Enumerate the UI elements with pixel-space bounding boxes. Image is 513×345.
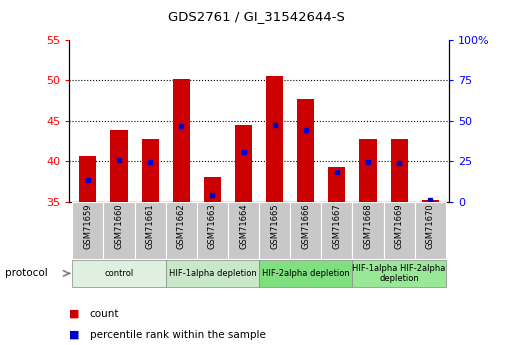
Bar: [422, 200, 439, 202]
Bar: [352, 260, 446, 287]
Text: ■: ■: [69, 330, 80, 339]
Bar: [297, 99, 314, 202]
Text: GSM71662: GSM71662: [177, 204, 186, 249]
Bar: [290, 202, 321, 259]
Bar: [204, 177, 221, 202]
Text: ■: ■: [69, 309, 80, 319]
Bar: [110, 130, 128, 202]
Bar: [142, 139, 159, 202]
Bar: [360, 139, 377, 202]
Text: percentile rank within the sample: percentile rank within the sample: [90, 330, 266, 339]
Text: GDS2761 / GI_31542644-S: GDS2761 / GI_31542644-S: [168, 10, 345, 23]
Bar: [228, 202, 259, 259]
Bar: [72, 202, 104, 259]
Bar: [134, 202, 166, 259]
Bar: [328, 167, 345, 202]
Text: HIF-2alpha depletion: HIF-2alpha depletion: [262, 269, 350, 278]
Text: protocol: protocol: [5, 268, 48, 278]
Bar: [352, 202, 384, 259]
Bar: [321, 202, 352, 259]
Text: count: count: [90, 309, 120, 319]
Bar: [166, 260, 259, 287]
Text: GSM71666: GSM71666: [301, 204, 310, 249]
Text: GSM71667: GSM71667: [332, 204, 341, 249]
Bar: [80, 156, 96, 202]
Bar: [266, 76, 283, 202]
Text: GSM71668: GSM71668: [364, 204, 372, 249]
Text: GSM71659: GSM71659: [84, 204, 92, 249]
Bar: [390, 139, 408, 202]
Text: GSM71664: GSM71664: [239, 204, 248, 249]
Text: GSM71670: GSM71670: [426, 204, 435, 249]
Text: GSM71660: GSM71660: [114, 204, 124, 249]
Bar: [235, 125, 252, 202]
Bar: [415, 202, 446, 259]
Text: GSM71669: GSM71669: [394, 204, 404, 249]
Bar: [259, 202, 290, 259]
Bar: [259, 260, 352, 287]
Text: HIF-1alpha HIF-2alpha
depletion: HIF-1alpha HIF-2alpha depletion: [352, 264, 446, 283]
Text: GSM71661: GSM71661: [146, 204, 154, 249]
Bar: [173, 79, 190, 202]
Text: GSM71665: GSM71665: [270, 204, 279, 249]
Bar: [104, 202, 134, 259]
Bar: [384, 202, 415, 259]
Text: HIF-1alpha depletion: HIF-1alpha depletion: [168, 269, 256, 278]
Bar: [166, 202, 197, 259]
Text: GSM71663: GSM71663: [208, 204, 217, 249]
Text: control: control: [105, 269, 134, 278]
Bar: [197, 202, 228, 259]
Bar: [72, 260, 166, 287]
